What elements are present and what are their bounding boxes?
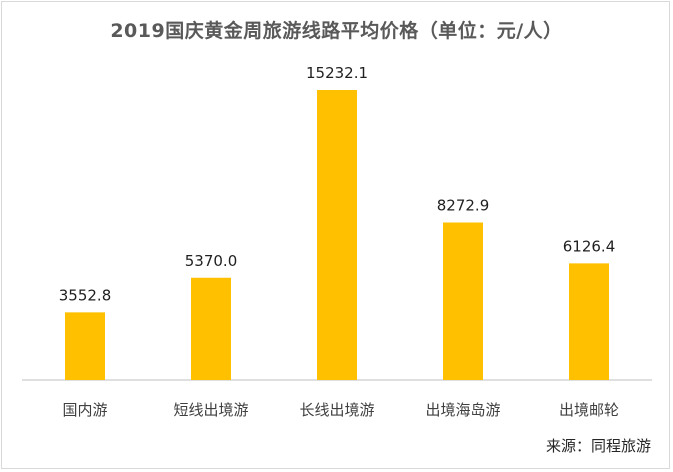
data-labels-group: 3552.8 5370.0 15232.1 8272.9 6126.4 bbox=[59, 64, 616, 304]
chart-title: 2019国庆黄金周旅游线路平均价格（单位：元/人） bbox=[110, 20, 563, 42]
source-note: 来源：同程旅游 bbox=[545, 437, 651, 455]
x-tick-label-1: 短线出境游 bbox=[173, 401, 248, 419]
x-tick-label-2: 长线出境游 bbox=[299, 401, 374, 419]
x-tick-label-3: 出境海岛游 bbox=[425, 401, 500, 419]
bar-0 bbox=[65, 312, 105, 380]
data-label-4: 6126.4 bbox=[563, 237, 616, 255]
bar-1 bbox=[191, 277, 231, 380]
x-tick-labels-group: 国内游 短线出境游 长线出境游 出境海岛游 出境邮轮 bbox=[62, 401, 619, 419]
x-tick-label-0: 国内游 bbox=[62, 401, 107, 419]
bar-4 bbox=[569, 263, 609, 380]
bar-2 bbox=[317, 90, 357, 380]
data-label-3: 8272.9 bbox=[437, 196, 490, 214]
data-label-0: 3552.8 bbox=[59, 286, 112, 304]
bars-group bbox=[65, 90, 609, 380]
data-label-1: 5370.0 bbox=[185, 252, 238, 270]
bar-3 bbox=[443, 222, 483, 380]
data-label-2: 15232.1 bbox=[306, 64, 368, 82]
x-tick-label-4: 出境邮轮 bbox=[559, 401, 619, 419]
